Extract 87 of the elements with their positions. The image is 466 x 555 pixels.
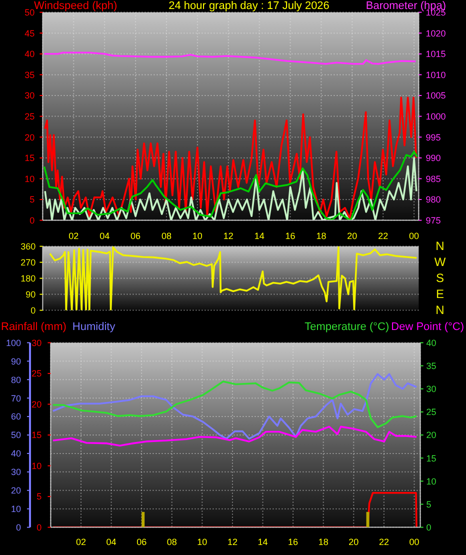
x-tick-label: 16: [288, 537, 298, 548]
y2-tick-label: 1010: [426, 70, 446, 80]
y-tick-label: 45: [24, 28, 35, 38]
x-tick-label: 00: [409, 537, 420, 548]
x-tick-label: 08: [161, 231, 172, 242]
x-tick-label: 22: [378, 231, 388, 242]
y3-tick-label: 40: [426, 338, 436, 348]
y-tick-label: 70: [10, 393, 21, 404]
y-tick-label: 360: [20, 241, 36, 252]
x-tick-label: 18: [318, 537, 328, 548]
y-tick-label: 10: [10, 504, 21, 514]
line-series: [43, 52, 417, 65]
x-tick-label: 12: [223, 231, 234, 242]
text: W: [434, 255, 446, 270]
y-tick-label: 10: [24, 174, 35, 184]
text: Dew Point (°C): [391, 321, 464, 333]
y2-tick-label: 975: [426, 215, 441, 226]
y-tick-label: 15: [24, 153, 35, 164]
y-tick-label: 50: [24, 7, 35, 18]
x-tick-label: 06: [136, 537, 147, 548]
y-tick-label: 180: [20, 273, 36, 284]
x-tick-label: 04: [100, 231, 110, 242]
line-series: [52, 373, 418, 440]
y-tick-label: 5: [30, 194, 35, 205]
y-tick-label: 100: [6, 338, 21, 348]
text: N: [436, 303, 444, 318]
y-tick-label: 40: [10, 448, 21, 459]
x-tick-label: 08: [166, 537, 177, 548]
text: Humidity: [72, 321, 116, 333]
x-tick-label: 20: [348, 537, 359, 548]
y2-tick-label: 1000: [426, 111, 446, 122]
y-tick-label: 25: [24, 111, 35, 122]
y-tick-label: 30: [10, 467, 21, 478]
y-tick-label: 20: [24, 132, 35, 142]
y-tick-label: 20: [10, 486, 21, 496]
y3-tick-label: 35: [426, 360, 436, 371]
y-tick-label: 30: [24, 90, 35, 101]
chart-title: 24 hour graph day : 17 July 2026: [168, 0, 330, 12]
y-tick-label: 90: [10, 356, 21, 366]
y2-tick-label: 1020: [426, 28, 446, 38]
y3-tick-label: 15: [426, 453, 436, 464]
x-tick-label: 10: [192, 231, 202, 242]
y-tick-label: 80: [10, 374, 21, 385]
x-tick-label: 14: [254, 231, 264, 242]
y3-tick-label: 0: [426, 522, 432, 532]
y-tick-label: 50: [10, 430, 21, 440]
y-axis-title: Windspeed (kph): [34, 0, 118, 12]
line-series: [52, 380, 418, 428]
y2-tick-label: 990: [426, 153, 441, 164]
y-tick-label: 60: [10, 412, 21, 422]
y-tick-label: 0: [30, 305, 36, 316]
y-tick-label: 0: [30, 215, 35, 226]
y3-tick-label: 25: [426, 407, 436, 418]
x-tick-label: 20: [347, 231, 358, 242]
x-tick-label: 10: [197, 537, 208, 548]
line-series: [49, 246, 418, 310]
y-tick-label: 40: [24, 49, 35, 60]
y2-axis-title: Barometer (hpa): [366, 0, 446, 12]
text: Temperature (°C): [304, 321, 390, 333]
x-tick-label: 04: [106, 537, 116, 548]
text: N: [436, 239, 444, 254]
y-tick-label: 270: [20, 257, 36, 268]
x-tick-label: 22: [378, 537, 389, 548]
y-tick-label: 90: [26, 289, 36, 300]
y2-tick-label: 1015: [426, 49, 446, 60]
y3-tick-label: 5: [426, 499, 432, 510]
x-tick-label: 00: [409, 231, 420, 242]
x-tick-label: 06: [130, 231, 141, 242]
x-tick-label: 02: [76, 537, 86, 548]
y3-tick-label: 10: [426, 476, 436, 486]
line-series: [52, 426, 418, 447]
y2-tick-label: 995: [426, 132, 441, 142]
text: S: [436, 271, 444, 286]
y3-tick-label: 20: [426, 430, 436, 440]
text: E: [436, 287, 444, 302]
x-tick-label: 16: [285, 231, 296, 242]
x-tick-label: 12: [227, 537, 238, 548]
x-tick-label: 18: [316, 231, 326, 242]
text: Rainfall (mm): [1, 321, 66, 333]
y-tick-label: 35: [24, 70, 35, 80]
y2-tick-label: 980: [426, 194, 441, 205]
x-tick-label: 02: [68, 231, 79, 242]
y3-tick-label: 30: [426, 384, 436, 394]
y-tick-label: 0: [16, 522, 21, 532]
y2-tick-label: 1005: [426, 90, 446, 101]
x-tick-label: 14: [258, 537, 268, 548]
y2-tick-label: 985: [426, 174, 441, 184]
